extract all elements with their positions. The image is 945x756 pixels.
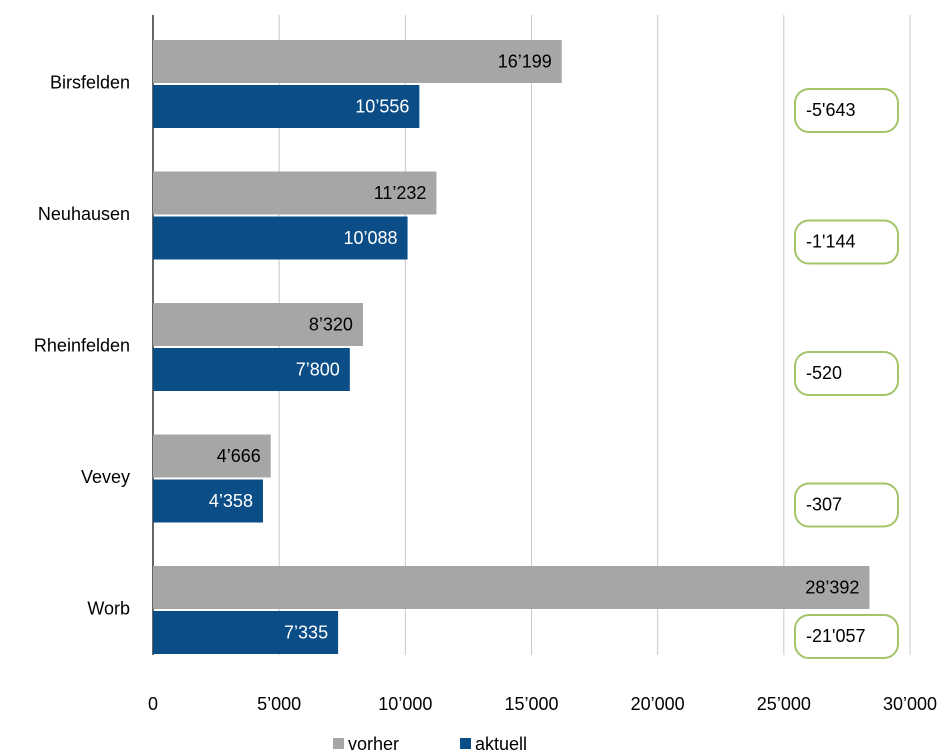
- legend-label: vorher: [348, 734, 399, 754]
- annotation-box: [794, 482, 899, 528]
- value-label: 4’358: [209, 491, 253, 511]
- legend-swatch: [333, 738, 344, 749]
- y-tick-label: Rheinfelden: [34, 336, 130, 356]
- value-label: 10’088: [343, 228, 397, 248]
- y-tick-label: Worb: [87, 599, 130, 619]
- x-tick-label: 10’000: [378, 694, 432, 714]
- x-tick-label: 20’000: [631, 694, 685, 714]
- bar: [153, 303, 363, 346]
- value-label: 8’320: [309, 314, 353, 334]
- bar: [153, 216, 408, 260]
- bar: [153, 40, 562, 83]
- bar: [153, 85, 420, 128]
- bar: [153, 479, 263, 523]
- x-tick-label: 15’000: [504, 694, 558, 714]
- y-tick-label: Birsfelden: [50, 73, 130, 93]
- bar: [153, 171, 437, 215]
- bar: [153, 611, 339, 654]
- annotation: -307: [806, 494, 842, 514]
- annotation: -520: [806, 363, 842, 383]
- value-label: 7’800: [296, 359, 340, 379]
- y-tick-label: Vevey: [81, 467, 130, 487]
- x-tick-label: 30’000: [883, 694, 937, 714]
- legend-swatch: [460, 738, 471, 749]
- value-label: 10’556: [355, 96, 409, 116]
- x-tick-label: 25’000: [757, 694, 811, 714]
- x-tick-label: 0: [148, 694, 158, 714]
- annotation-box: [794, 88, 899, 133]
- value-label: 28’392: [805, 577, 859, 597]
- value-label: 16’199: [498, 51, 552, 71]
- annotation: -1'144: [806, 231, 855, 251]
- value-label: 11’232: [374, 183, 427, 203]
- bar: [153, 434, 271, 478]
- annotation: -21'057: [806, 626, 865, 646]
- y-tick-label: Neuhausen: [38, 204, 130, 224]
- annotation: -5'643: [806, 100, 855, 120]
- x-tick-label: 5’000: [257, 694, 301, 714]
- annotation-box: [794, 614, 899, 659]
- value-label: 4’666: [217, 446, 261, 466]
- legend-label: aktuell: [475, 734, 527, 754]
- value-label: 7’335: [284, 622, 328, 642]
- annotation-box: [794, 219, 899, 265]
- annotation-box: [794, 351, 899, 396]
- bar: [153, 348, 350, 391]
- bar: [153, 566, 870, 609]
